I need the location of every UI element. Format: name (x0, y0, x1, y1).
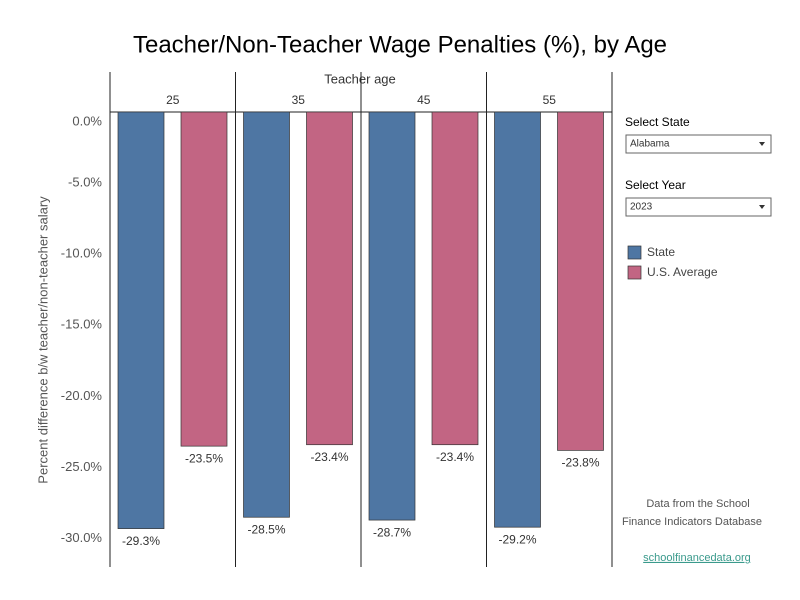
source-text: Finance Indicators Database (622, 516, 762, 528)
dropdown-value[interactable]: Alabama (630, 139, 670, 150)
x-tick-label: 35 (292, 93, 306, 107)
bar (494, 111, 541, 528)
control-label: Select State (625, 115, 690, 129)
value-label: -23.8% (561, 456, 599, 470)
source-link[interactable]: schoolfinancedata.org (643, 552, 751, 564)
bar (117, 111, 165, 529)
bar (306, 111, 353, 446)
bar (243, 111, 290, 518)
bar (180, 111, 228, 447)
x-tick-label: 55 (543, 93, 557, 107)
value-label: -29.3% (122, 534, 160, 548)
dropdown[interactable] (625, 134, 772, 154)
dropdown-value[interactable]: 2023 (630, 202, 653, 213)
value-label: -28.7% (373, 525, 411, 539)
source-note: Data from the School Finance Indicators … (622, 498, 762, 564)
x-axis-title: Teacher age (324, 71, 396, 86)
legend-swatch (627, 265, 642, 280)
control-label: Select Year (625, 178, 686, 192)
y-tick-label: -20.0% (61, 388, 103, 403)
y-axis-title: Percent difference b/w teacher/non-teach… (35, 196, 50, 484)
bar (431, 111, 479, 446)
y-tick-label: -15.0% (61, 317, 103, 332)
x-tick-label: 45 (417, 93, 431, 107)
dropdown[interactable] (625, 197, 772, 217)
value-label: -29.2% (498, 532, 536, 546)
legend-swatch (627, 245, 642, 260)
chart-title: Teacher/Non-Teacher Wage Penalties (%), … (133, 31, 667, 58)
bar (368, 111, 416, 521)
y-tick-label: -25.0% (61, 459, 103, 474)
x-tick-label: 25 (166, 93, 180, 107)
y-tick-label: -30.0% (61, 530, 103, 545)
legend-label: U.S. Average (647, 265, 718, 279)
legend-label: State (647, 245, 675, 259)
source-text: Data from the School (646, 498, 749, 510)
value-label: -28.5% (247, 522, 285, 536)
y-tick-label: -5.0% (68, 175, 102, 190)
dropdown-arrow[interactable] (759, 205, 765, 209)
y-tick-label: 0.0% (72, 113, 102, 128)
bar (557, 111, 604, 451)
value-label: -23.5% (185, 451, 223, 465)
y-tick-label: -10.0% (61, 246, 103, 261)
value-label: -23.4% (436, 450, 474, 464)
value-label: -23.4% (310, 450, 348, 464)
dropdown-arrow[interactable] (759, 142, 765, 146)
